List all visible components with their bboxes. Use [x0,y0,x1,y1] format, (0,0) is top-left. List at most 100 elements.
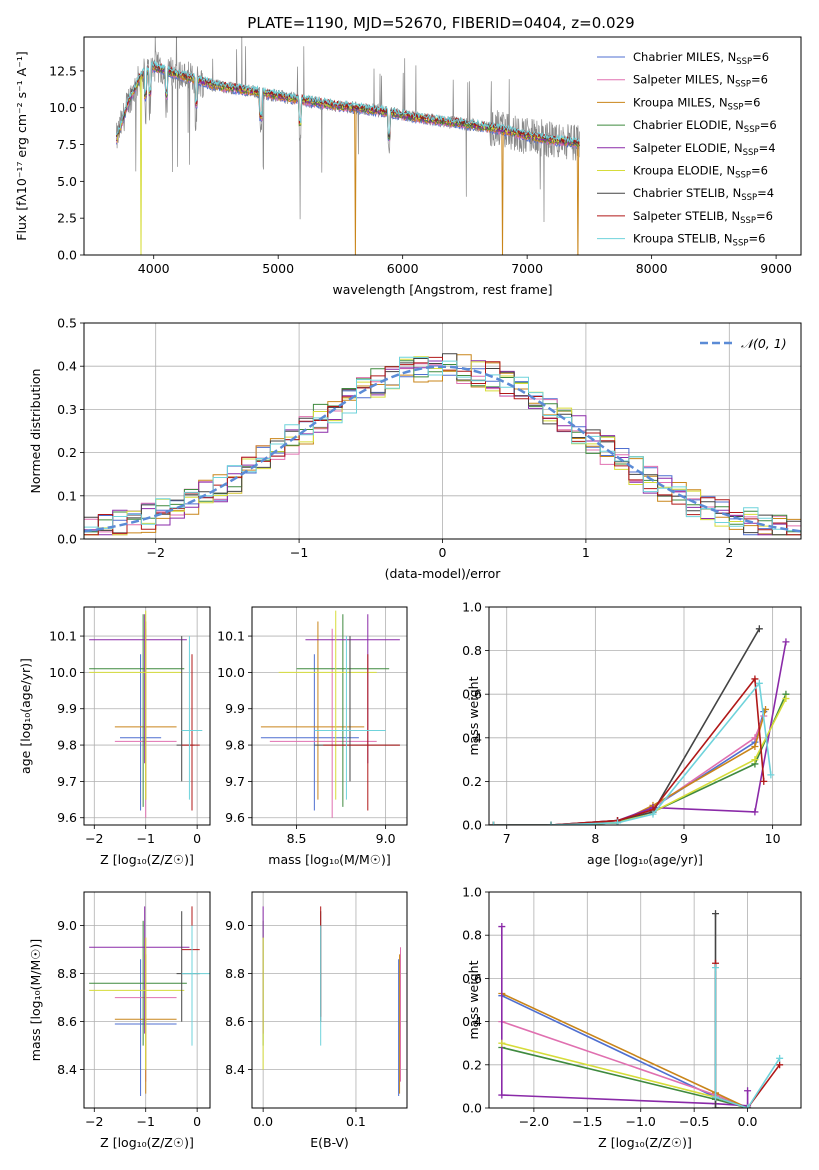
weight-point-marker [782,695,790,703]
x-tick-label: −2 [85,1114,103,1129]
y-axis-label: Flux [fλ10⁻¹⁷ erg cm⁻² s⁻¹ A⁻¹] [14,51,29,240]
x-tick-label: −1 [290,545,308,560]
y-tick-label: 2.5 [57,211,77,226]
legend-label: Salpeter ELODIE, NSSP=4 [633,141,776,158]
y-tick-label: 0.8 [462,928,482,943]
weight-point-marker [744,1104,752,1108]
weight-point-marker [489,821,497,825]
residuals-plot-area [84,353,801,536]
y-tick-label: 9.8 [57,738,77,753]
x-tick-label: 6000 [387,261,419,276]
weight-point-marker [614,819,622,825]
plot-area [89,610,203,818]
y-tick-label: 9.7 [57,774,77,789]
weight-point-marker [751,808,759,816]
weight-line-chabrier-elodie [493,693,787,825]
y-tick-label: 12.5 [49,63,77,78]
x-tick-label: 2 [725,545,733,560]
weight-point-marker [744,1087,752,1095]
x-tick-label: −1 [136,831,154,846]
x-tick-label: 9000 [760,261,792,276]
x-axis-label: Z [log₁₀(Z/Z☉)] [100,1135,194,1150]
weight-point-marker [712,1104,720,1108]
y-tick-label: 8.8 [225,966,245,981]
y-tick-label: 9.8 [225,738,245,753]
massweight-vs-age-panel: 7 8 9 10 0.0 0.2 0.4 0.6 0.8 1.0 age [log₁₀(age/yr… [462,600,802,867]
model-line-kroupa-elodie [116,64,580,255]
y-tick-label: 8.4 [225,1062,245,1077]
y-tick-label: 10.1 [49,629,77,644]
x-axis-label: Z [log₁₀(Z/Z☉)] [100,852,194,867]
y-tick-label: 8.6 [225,1014,245,1029]
axes-frame [83,36,802,256]
model-line-kroupa-stelib [115,60,580,143]
y-tick-label: 0.4 [462,730,482,745]
observed-spectrum-line [116,37,580,223]
y-tick-label: 10.0 [49,100,77,115]
x-tick-label: −2.0 [519,1114,549,1129]
y-tick-label: 7.5 [57,137,77,152]
weight-line-salpeter-miles [493,715,765,825]
y-axis-label: Normed distribution [28,369,43,494]
normal-curve [84,365,801,533]
legend-label: Chabrier STELIB, NSSP=4 [633,186,774,203]
x-axis-label: wavelength [Angstrom, rest frame] [332,282,552,297]
x-tick-label: 0.0 [253,1114,273,1129]
legend-label: Kroupa STELIB, NSSP=6 [633,232,765,249]
weight-point-marker [498,1039,506,1047]
y-tick-label: 10.1 [217,629,245,644]
spectrum-legend: Chabrier MILES, NSSP=6 Salpeter MILES, NS… [597,50,777,249]
y-tick-label: 0.3 [57,402,77,417]
axes-frame [488,606,802,826]
y-tick-label: 10.0 [217,665,245,680]
x-axis-label: Z [log₁₀(Z/Z☉)] [598,1135,692,1150]
x-tick-label: 4000 [138,261,170,276]
weight-point-marker [755,625,763,633]
x-tick-label: 9.0 [376,831,396,846]
x-axis-label: mass [log₁₀(M/M☉)] [268,852,390,867]
legend-label: Kroupa MILES, NSSP=6 [633,95,760,112]
weight-point-marker [767,771,775,779]
weight-line-salpeter-elodie [501,926,749,1107]
y-tick-label: 8.6 [57,1014,77,1029]
y-tick-label: 0.1 [57,488,77,503]
axes-frame [83,322,802,540]
weight-point-marker [776,1054,784,1062]
x-tick-label: −0.5 [679,1114,709,1129]
y-tick-label: 0.4 [462,1014,482,1029]
weight-point-marker [751,743,759,751]
x-tick-label: −1.5 [572,1114,602,1129]
x-axis-label: E(B-V) [310,1135,349,1150]
x-tick-label: 0.0 [738,1114,758,1129]
y-tick-label: 0.0 [462,1101,482,1116]
y-tick-label: 0.6 [462,687,482,702]
y-tick-label: 0.0 [462,818,482,833]
figure-title: PLATE=1190, MJD=52670, FIBERID=0404, z=0… [247,14,634,32]
age-vs-mass-panel: 8.5 9.0 9.6 9.7 9.8 9.9 10.0 10.1 mass [log₁₀(M/… [217,606,408,867]
y-axis-label: mass weight [466,676,481,755]
y-tick-label: 9.0 [57,918,77,933]
x-tick-label: −2 [146,545,164,560]
y-tick-label: 9.7 [225,774,245,789]
weight-line-chabrier-elodie [501,1046,748,1108]
x-tick-label: 0 [193,831,201,846]
y-tick-label: 0.2 [57,445,77,460]
weight-point-marker [776,1061,784,1069]
x-tick-label: 10 [765,831,781,846]
model-line-salpeter-stelib [115,62,580,146]
axes-frame [83,891,211,1109]
axes-frame [488,891,802,1109]
x-tick-label: −2 [85,831,103,846]
plot-area [89,906,210,1096]
x-axis-label: age [log₁₀(age/yr)] [587,852,703,867]
y-tick-label: 5.0 [57,174,77,189]
axes-frame [83,606,211,826]
weight-point-marker [712,964,720,972]
weight-line-kroupa-stelib [714,967,781,1108]
weight-point-marker [712,1093,720,1101]
weight-line-chabrier-stelib [493,628,760,825]
x-tick-label: 0.1 [346,1114,366,1129]
legend-label: Chabrier ELODIE, NSSP=6 [633,118,777,135]
x-tick-label: 0 [193,1114,201,1129]
y-tick-label: 0.0 [57,248,77,263]
